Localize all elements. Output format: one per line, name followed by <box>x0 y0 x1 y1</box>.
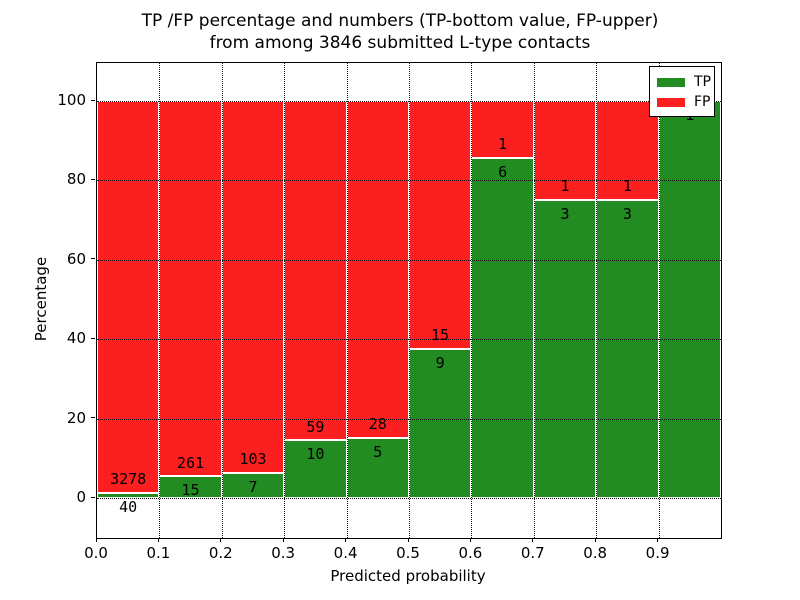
bar-segment-tp <box>658 101 721 498</box>
bar-segment-fp <box>409 101 472 350</box>
legend-swatch-tp <box>657 77 685 87</box>
value-label-tp: 15 <box>181 481 200 500</box>
grid-line-vertical <box>346 63 348 538</box>
legend-swatch-fp <box>657 97 685 107</box>
bar-segment-fp <box>346 101 409 438</box>
chart-title-line2: from among 3846 submitted L-type contact… <box>209 33 591 53</box>
bar-segment-tp <box>346 437 409 498</box>
value-label-fp: 28 <box>368 414 387 433</box>
x-tick-label: 0.1 <box>146 544 171 562</box>
legend-label-fp: FP <box>694 94 711 110</box>
x-axis-label: Predicted probability <box>330 567 486 585</box>
y-tick-mark <box>91 496 95 498</box>
legend-item-fp: FP <box>657 92 711 112</box>
x-tick-label: 0.2 <box>208 544 233 562</box>
value-label-fp: 1 <box>560 177 570 196</box>
grid-line-vertical <box>284 63 286 538</box>
y-tick-label: 20 <box>66 408 86 427</box>
x-tick-mark <box>345 538 347 542</box>
chart-title: TP /FP percentage and numbers (TP-bottom… <box>0 10 800 54</box>
bar-segment-fp <box>533 101 597 201</box>
x-tick-label: 0.0 <box>84 544 108 562</box>
x-tick-label: 0.8 <box>583 544 608 562</box>
value-label-tp: 7 <box>248 477 258 496</box>
x-tick-mark <box>282 538 284 542</box>
legend-label-tp: TP <box>694 74 711 90</box>
x-tick-mark <box>532 538 534 542</box>
grid-line-horizontal <box>97 339 721 341</box>
x-tick-mark <box>469 538 471 542</box>
value-label-fp: 1 <box>498 134 508 153</box>
y-tick-label: 40 <box>66 329 86 348</box>
bar-segment-tp <box>97 493 160 498</box>
x-tick-mark <box>157 538 159 542</box>
x-tick-label: 0.6 <box>458 544 483 562</box>
bar-segment-tp <box>471 157 534 498</box>
y-tick-label: 60 <box>66 249 86 268</box>
y-tick-mark <box>91 258 95 260</box>
legend: TP FP <box>649 66 715 117</box>
grid-line-vertical <box>409 63 410 538</box>
value-label-fp: 1 <box>622 177 632 196</box>
x-tick-mark <box>220 538 222 542</box>
bar-segment-fp <box>221 101 285 473</box>
bar-segment-tp <box>533 200 597 498</box>
grid-line-horizontal <box>97 180 721 182</box>
grid-line-vertical <box>596 63 598 538</box>
x-tick-label: 0.5 <box>396 544 420 562</box>
grid-line-vertical <box>658 63 660 538</box>
x-tick-label: 0.3 <box>271 544 296 562</box>
x-tick-label: 0.7 <box>520 544 545 562</box>
x-tick-mark <box>594 538 596 542</box>
grid-line-vertical <box>471 63 473 538</box>
x-tick-mark <box>657 538 659 542</box>
grid-line-horizontal <box>97 101 721 102</box>
x-tick-mark <box>95 538 97 542</box>
y-tick-label: 80 <box>66 170 86 189</box>
bar-segment-fp <box>159 101 222 477</box>
y-tick-mark <box>91 99 95 101</box>
value-label-fp: 261 <box>177 453 205 472</box>
bar-segment-fp <box>284 101 347 441</box>
grid-line-horizontal <box>97 259 721 261</box>
bar-segment-tp <box>409 349 472 498</box>
grid-line-vertical <box>159 63 161 538</box>
value-label-fp: 3278 <box>110 470 147 489</box>
value-label-tp: 3 <box>622 205 632 224</box>
grid-line-horizontal <box>97 498 721 499</box>
y-tick-mark <box>91 337 95 339</box>
bar-segment-fp <box>596 101 659 201</box>
y-tick-label: 100 <box>57 91 86 109</box>
value-label-fp: 59 <box>306 417 325 436</box>
legend-item-tp: TP <box>657 72 711 92</box>
value-label-fp: 15 <box>431 326 450 345</box>
value-label-fp: 103 <box>239 449 267 468</box>
value-label-tp: 3 <box>560 205 570 224</box>
value-label-tp: 6 <box>498 162 508 181</box>
y-tick-label: 0 <box>76 488 86 506</box>
y-axis-label: Percentage <box>32 256 50 342</box>
value-label-tp: 10 <box>306 445 325 464</box>
x-tick-label: 0.9 <box>645 544 670 562</box>
value-label-tp: 9 <box>435 354 445 373</box>
chart-title-line1: TP /FP percentage and numbers (TP-bottom… <box>141 11 659 31</box>
y-tick-mark <box>91 178 95 180</box>
value-label-tp: 40 <box>119 498 138 517</box>
grid-line-vertical <box>221 63 223 538</box>
value-label-tp: 5 <box>373 442 383 461</box>
bar-segment-tp <box>596 200 659 498</box>
grid-line-horizontal <box>97 418 721 420</box>
y-tick-mark <box>91 417 95 419</box>
x-tick-label: 0.4 <box>333 544 358 562</box>
x-tick-mark <box>407 538 409 542</box>
grid-line-vertical <box>533 63 535 538</box>
bar-segment-fp <box>97 101 160 494</box>
